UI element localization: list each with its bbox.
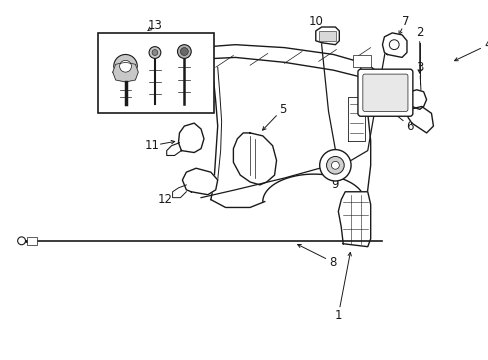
Polygon shape bbox=[338, 192, 370, 247]
Text: 7: 7 bbox=[402, 15, 409, 28]
Text: 2: 2 bbox=[415, 26, 423, 39]
Text: 11: 11 bbox=[144, 139, 159, 152]
FancyBboxPatch shape bbox=[362, 74, 407, 111]
Bar bbox=[352, 55, 370, 67]
Bar bbox=[318, 31, 336, 41]
Polygon shape bbox=[171, 45, 377, 80]
Bar bbox=[27, 237, 37, 245]
Circle shape bbox=[180, 48, 188, 55]
Polygon shape bbox=[404, 90, 426, 109]
Polygon shape bbox=[178, 123, 203, 153]
Circle shape bbox=[331, 161, 339, 169]
Text: 4: 4 bbox=[484, 38, 488, 51]
Polygon shape bbox=[407, 107, 432, 133]
Bar bbox=[98, 33, 213, 113]
Text: 1: 1 bbox=[334, 309, 342, 322]
Polygon shape bbox=[315, 27, 339, 45]
Polygon shape bbox=[382, 33, 406, 57]
Circle shape bbox=[388, 40, 398, 50]
Polygon shape bbox=[233, 133, 276, 185]
Text: 9: 9 bbox=[331, 179, 339, 192]
Polygon shape bbox=[166, 143, 181, 156]
Circle shape bbox=[114, 54, 137, 78]
Text: 13: 13 bbox=[147, 19, 162, 32]
Text: 5: 5 bbox=[278, 103, 285, 116]
Circle shape bbox=[319, 150, 350, 181]
Polygon shape bbox=[182, 168, 217, 195]
FancyBboxPatch shape bbox=[357, 69, 412, 116]
Polygon shape bbox=[172, 185, 186, 198]
Circle shape bbox=[120, 60, 131, 72]
Circle shape bbox=[326, 157, 344, 174]
Text: 3: 3 bbox=[415, 61, 423, 74]
Text: 12: 12 bbox=[157, 193, 172, 206]
Circle shape bbox=[177, 45, 191, 58]
Text: 8: 8 bbox=[329, 256, 336, 269]
Circle shape bbox=[149, 47, 161, 58]
Text: 6: 6 bbox=[406, 120, 413, 132]
Polygon shape bbox=[113, 62, 138, 82]
Circle shape bbox=[152, 50, 158, 55]
Text: 10: 10 bbox=[308, 15, 323, 28]
Circle shape bbox=[18, 237, 25, 245]
